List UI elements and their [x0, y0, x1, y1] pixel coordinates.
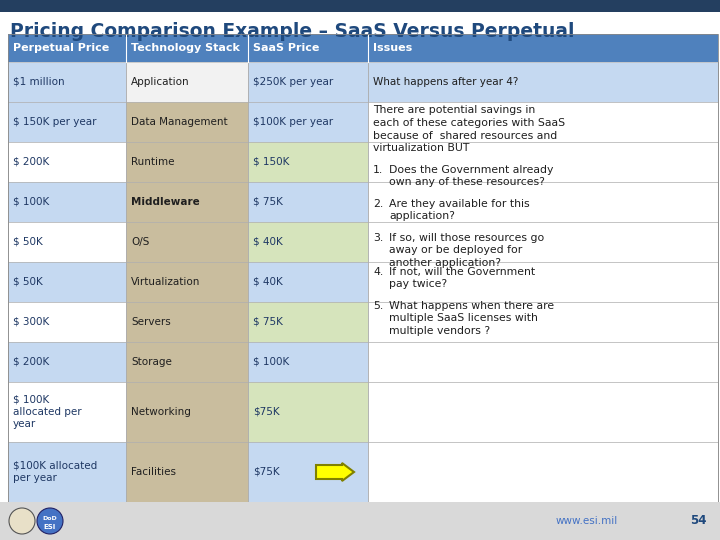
Text: Does the Government already
own any of these resources?: Does the Government already own any of t… — [389, 165, 554, 187]
Text: $ 200K: $ 200K — [13, 357, 49, 367]
Text: $ 150K per year: $ 150K per year — [13, 117, 96, 127]
Text: $250K per year: $250K per year — [253, 77, 333, 87]
Bar — [368, 342, 718, 382]
Bar — [248, 182, 368, 222]
Text: Pricing Comparison Example – SaaS Versus Perpetual: Pricing Comparison Example – SaaS Versus… — [10, 22, 575, 41]
Bar — [248, 302, 368, 342]
Text: $ 100K
allocated per
year: $ 100K allocated per year — [13, 395, 81, 429]
Bar — [368, 262, 718, 302]
Bar — [126, 382, 248, 442]
Text: 1.: 1. — [373, 165, 383, 175]
Text: Are they available for this
application?: Are they available for this application? — [389, 199, 530, 221]
Text: Runtime: Runtime — [131, 157, 174, 167]
Text: $ 150K: $ 150K — [253, 157, 289, 167]
Text: $75K: $75K — [253, 467, 279, 477]
Circle shape — [9, 508, 35, 534]
Text: 54: 54 — [690, 515, 706, 528]
Text: $75K: $75K — [253, 407, 279, 417]
Text: Networking: Networking — [131, 407, 191, 417]
Bar — [8, 222, 126, 262]
Bar — [368, 142, 718, 182]
Text: $1 million: $1 million — [13, 77, 65, 87]
Text: $ 200K: $ 200K — [13, 157, 49, 167]
Text: www.esi.mil: www.esi.mil — [556, 516, 618, 526]
Text: What happens when there are
multiple SaaS licenses with
multiple vendors ?: What happens when there are multiple Saa… — [389, 301, 554, 336]
Bar — [126, 262, 248, 302]
Bar — [8, 182, 126, 222]
Text: Storage: Storage — [131, 357, 172, 367]
Text: $ 100K: $ 100K — [13, 197, 49, 207]
Bar — [368, 182, 718, 222]
Bar — [368, 442, 718, 502]
Text: O/S: O/S — [131, 237, 149, 247]
Bar — [126, 222, 248, 262]
Text: $ 75K: $ 75K — [253, 317, 283, 327]
Bar — [126, 182, 248, 222]
Text: $ 50K: $ 50K — [13, 237, 42, 247]
Bar — [248, 62, 368, 102]
Text: $100K per year: $100K per year — [253, 117, 333, 127]
Text: 3.: 3. — [373, 233, 383, 243]
Text: Virtualization: Virtualization — [131, 277, 200, 287]
Bar — [8, 382, 126, 442]
Text: $100K allocated
per year: $100K allocated per year — [13, 461, 97, 483]
Bar — [126, 302, 248, 342]
Bar — [8, 34, 718, 502]
Bar — [0, 502, 720, 540]
Text: Facilities: Facilities — [131, 467, 176, 477]
Bar — [126, 102, 248, 142]
Text: $ 40K: $ 40K — [253, 277, 283, 287]
Text: What happens after year 4?: What happens after year 4? — [373, 77, 518, 87]
Text: $ 40K: $ 40K — [253, 237, 283, 247]
Bar — [8, 34, 718, 62]
Bar — [248, 342, 368, 382]
Text: $ 75K: $ 75K — [253, 197, 283, 207]
Bar — [248, 262, 368, 302]
Bar — [126, 142, 248, 182]
Bar — [368, 102, 718, 142]
Text: DoD: DoD — [42, 516, 58, 521]
Bar — [126, 62, 248, 102]
Text: If not, will the Government
pay twice?: If not, will the Government pay twice? — [389, 267, 535, 289]
Bar — [248, 442, 368, 502]
Text: There are potential savings in
each of these categories with SaaS
because of  sh: There are potential savings in each of t… — [373, 105, 565, 153]
Bar — [368, 382, 718, 442]
Bar — [248, 222, 368, 262]
Text: 4.: 4. — [373, 267, 383, 277]
Text: $ 50K: $ 50K — [13, 277, 42, 287]
Text: 5.: 5. — [373, 301, 383, 311]
Text: $ 100K: $ 100K — [253, 357, 289, 367]
Text: Servers: Servers — [131, 317, 171, 327]
FancyArrow shape — [316, 463, 354, 481]
Circle shape — [37, 508, 63, 534]
Bar — [368, 222, 718, 262]
Bar — [8, 302, 126, 342]
Bar — [8, 342, 126, 382]
Text: Application: Application — [131, 77, 189, 87]
Bar — [368, 302, 718, 342]
Bar — [8, 142, 126, 182]
Text: Issues: Issues — [373, 43, 413, 53]
Text: Middleware: Middleware — [131, 197, 199, 207]
Bar — [0, 0, 720, 12]
Text: If so, will those resources go
away or be deployed for
another application?: If so, will those resources go away or b… — [389, 233, 544, 268]
Text: ESI: ESI — [44, 524, 56, 530]
Bar — [8, 62, 126, 102]
Bar — [248, 382, 368, 442]
Bar — [368, 62, 718, 102]
Bar — [248, 102, 368, 142]
Bar — [8, 262, 126, 302]
Text: Perpetual Price: Perpetual Price — [13, 43, 109, 53]
Bar — [126, 342, 248, 382]
Bar — [8, 442, 126, 502]
Text: 2.: 2. — [373, 199, 383, 209]
Bar — [248, 142, 368, 182]
Text: Technology Stack: Technology Stack — [131, 43, 240, 53]
Text: $ 300K: $ 300K — [13, 317, 49, 327]
Text: SaaS Price: SaaS Price — [253, 43, 320, 53]
Bar — [126, 442, 248, 502]
Text: Data Management: Data Management — [131, 117, 228, 127]
Bar — [8, 102, 126, 142]
